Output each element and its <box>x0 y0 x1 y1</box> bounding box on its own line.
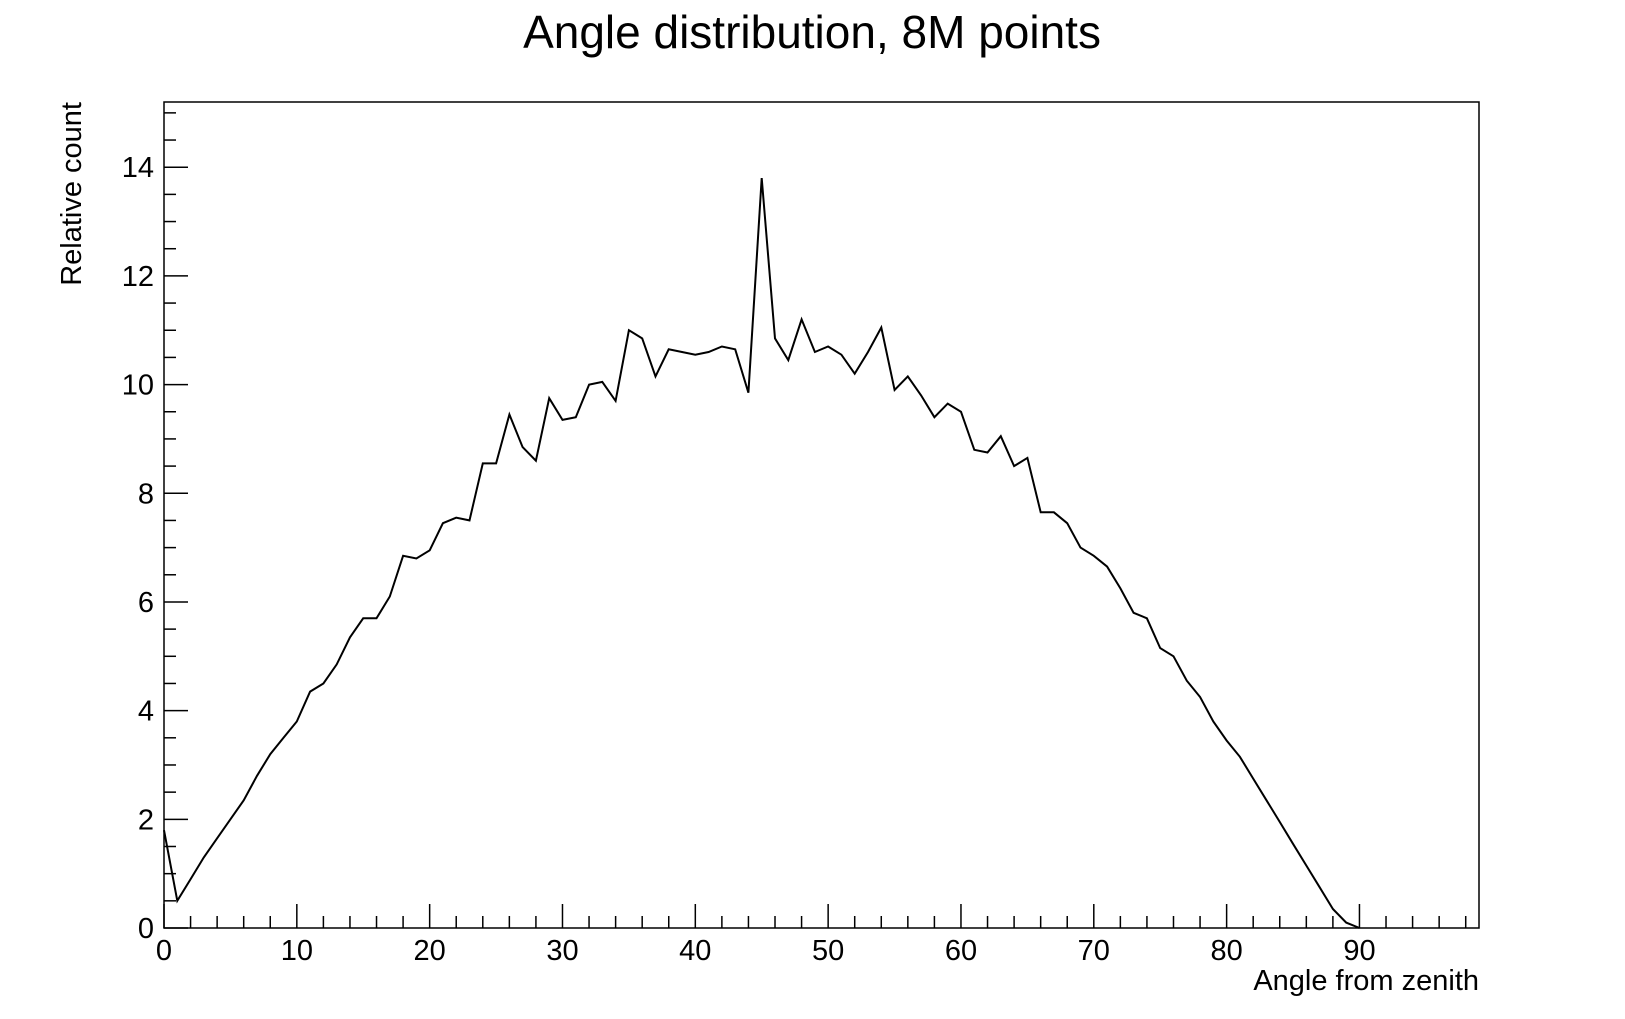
x-tick-label: 90 <box>1343 935 1375 967</box>
y-tick-label: 4 <box>138 696 154 728</box>
y-tick-label: 6 <box>138 587 154 619</box>
x-tick-label: 30 <box>546 935 578 967</box>
y-tick-label: 2 <box>138 804 154 836</box>
axis-tick-labels: 0 10 20 30 40 50 60 70 80 90 0 2 4 6 8 10 12 14 <box>122 152 1376 967</box>
x-tick-label: 80 <box>1210 935 1242 967</box>
x-tick-label: 40 <box>679 935 711 967</box>
y-tick-label: 14 <box>122 152 154 184</box>
series-group <box>163 178 1360 929</box>
x-tick-label: 50 <box>812 935 844 967</box>
x-tick-label: 20 <box>414 935 446 967</box>
y-tick-label: 8 <box>138 478 154 510</box>
x-axis-label: Angle from zenith <box>1253 965 1479 997</box>
axis-ticks <box>163 112 1467 929</box>
x-tick-label: 60 <box>945 935 977 967</box>
x-tick-label: 70 <box>1078 935 1110 967</box>
y-tick-label: 10 <box>122 370 154 402</box>
y-tick-label: 0 <box>138 913 154 945</box>
x-tick-label: 0 <box>156 935 172 967</box>
y-tick-label: 12 <box>122 261 154 293</box>
y-axis-label: Relative count <box>56 102 88 286</box>
x-tick-label: 10 <box>281 935 313 967</box>
plot-frame <box>163 101 1480 929</box>
chart-title: Angle distribution, 8M points <box>523 6 1101 58</box>
series-line <box>163 178 1360 929</box>
